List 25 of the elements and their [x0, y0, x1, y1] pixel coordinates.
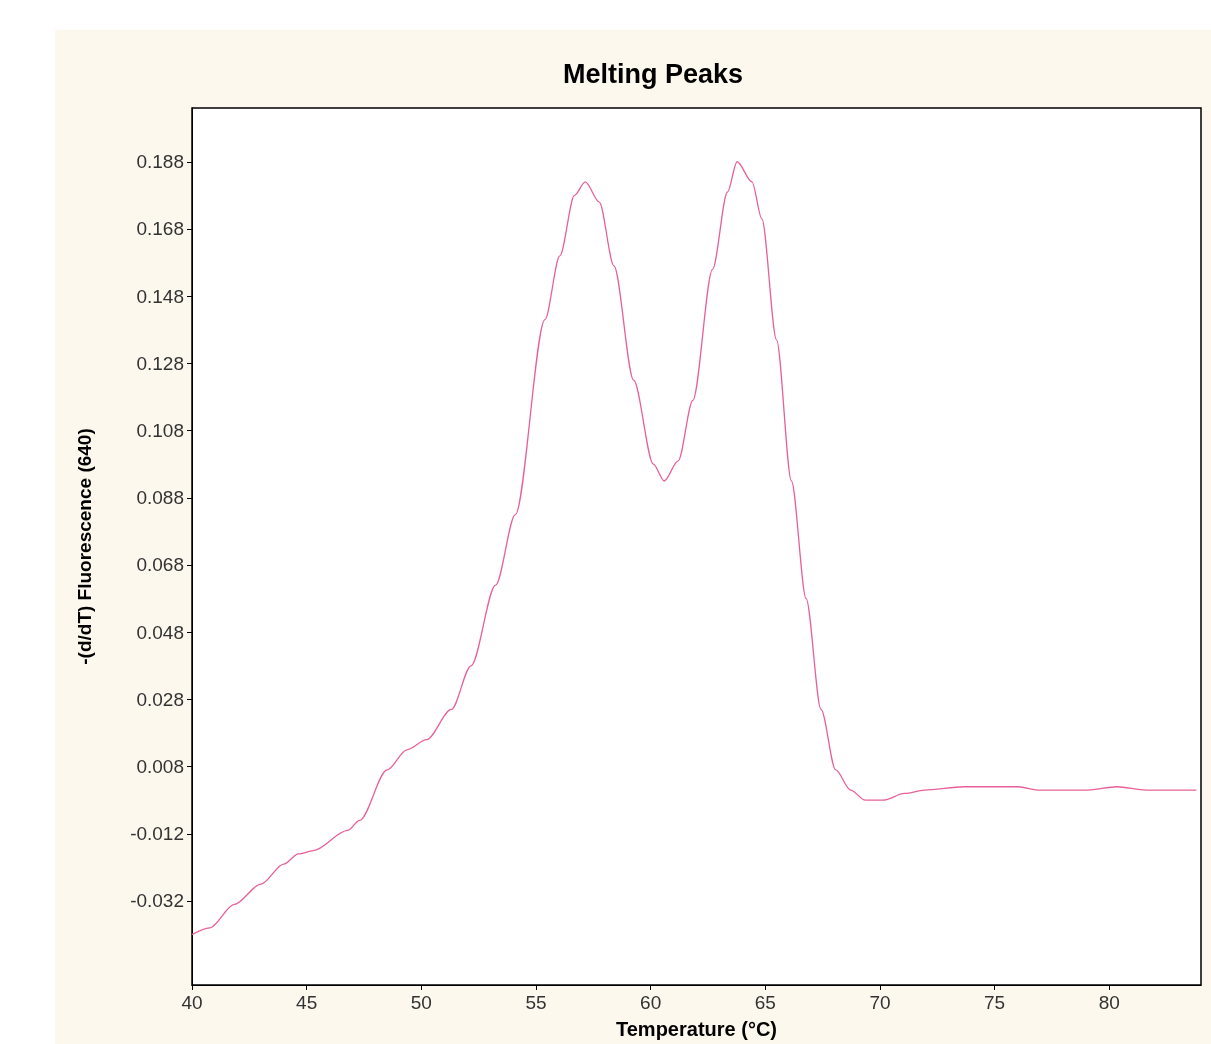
y-tick-label: 0.128	[136, 352, 184, 374]
line-series	[191, 161, 1198, 936]
y-tick-label: 0.108	[136, 420, 184, 442]
x-tick-label: 45	[296, 992, 318, 1013]
x-tick-label: 60	[640, 992, 662, 1013]
x-tick-label: 40	[181, 992, 203, 1013]
y-tick-label: 0.008	[136, 756, 184, 778]
chart-title: Melting Peaks	[562, 58, 744, 89]
y-tick-label: 0.148	[136, 285, 184, 307]
y-tick-label: 0.068	[136, 554, 184, 576]
y-tick-label: -0.032	[130, 890, 184, 912]
y-tick-label: 0.088	[136, 487, 184, 509]
x-tick-label: 65	[754, 992, 776, 1013]
x-tick-label: 50	[410, 992, 432, 1013]
x-tick-label: 55	[525, 992, 547, 1013]
y-tick-label: -0.012	[130, 823, 184, 845]
x-tick-label: 70	[869, 992, 891, 1013]
y-tick-label: 0.188	[136, 151, 184, 173]
x-tick-label: 75	[984, 992, 1006, 1013]
y-axis-title: -(d/dT) Fluorescence (640)	[74, 428, 95, 665]
y-tick-label: 0.028	[136, 688, 184, 710]
y-tick-label: 0.048	[136, 621, 184, 643]
y-tick-label: 0.168	[136, 218, 184, 240]
x-tick-label: 80	[1098, 992, 1120, 1013]
x-axis-title: Temperature (°C)	[616, 1018, 777, 1040]
